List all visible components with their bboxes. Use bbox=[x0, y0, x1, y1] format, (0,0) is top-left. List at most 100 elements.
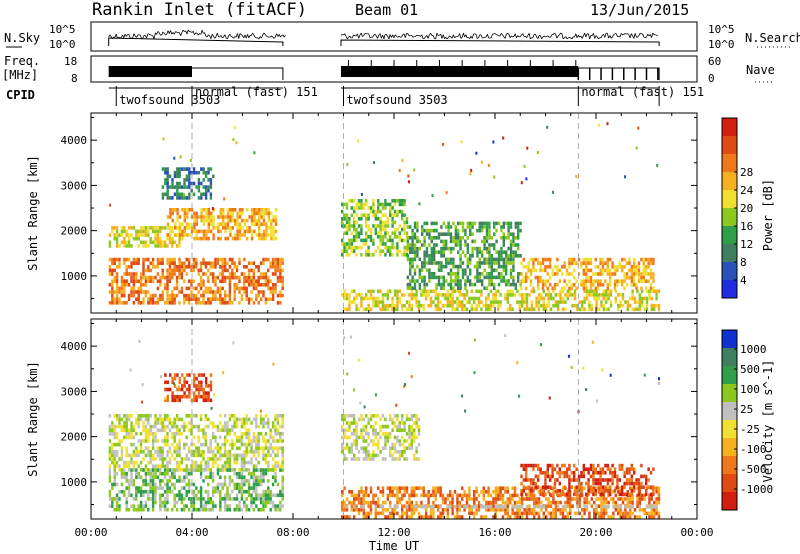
power-cell bbox=[488, 275, 491, 280]
power-cell bbox=[180, 286, 184, 291]
velocity-cell bbox=[183, 446, 186, 450]
power-cell bbox=[267, 208, 270, 212]
power-speckle bbox=[232, 138, 235, 142]
nsky-segment bbox=[631, 33, 633, 37]
power-cell bbox=[252, 301, 256, 305]
velocity-cell bbox=[166, 479, 169, 483]
power-cell bbox=[451, 293, 454, 297]
power-cell bbox=[454, 279, 457, 283]
power-cell bbox=[559, 296, 562, 301]
power-cell bbox=[386, 202, 389, 207]
power-cell bbox=[197, 181, 201, 186]
velocity-cell bbox=[180, 486, 184, 490]
power-cell bbox=[512, 261, 515, 265]
velocity-cell bbox=[497, 493, 500, 498]
velocity-cell bbox=[180, 432, 184, 436]
power-cell bbox=[267, 283, 270, 287]
power-cell bbox=[276, 268, 280, 273]
power-cell bbox=[353, 249, 356, 253]
power-cell bbox=[629, 296, 632, 301]
velocity-cell bbox=[113, 428, 116, 432]
velocity-cell bbox=[176, 387, 179, 392]
freq-line bbox=[192, 67, 284, 80]
nsky-segment bbox=[266, 35, 268, 38]
power-cell bbox=[429, 300, 433, 304]
power-cell bbox=[209, 290, 212, 294]
power-cell bbox=[178, 272, 181, 276]
power-cell bbox=[180, 265, 184, 269]
power-cell bbox=[444, 296, 447, 301]
power-cell bbox=[594, 272, 597, 276]
velocity-cell bbox=[142, 504, 145, 508]
velocity-cell bbox=[415, 508, 418, 512]
power-cell bbox=[527, 275, 530, 280]
power-cell bbox=[377, 199, 380, 203]
power-cell bbox=[186, 222, 189, 226]
power-cell bbox=[384, 220, 387, 225]
power-cell bbox=[469, 272, 472, 276]
velocity-cell bbox=[276, 482, 280, 487]
power-cell bbox=[190, 297, 193, 301]
velocity-cell bbox=[461, 497, 464, 501]
velocity-cell bbox=[238, 486, 241, 490]
velocity-cell bbox=[238, 468, 241, 472]
power-cell bbox=[374, 209, 377, 214]
velocity-cell bbox=[183, 391, 186, 395]
power-cell bbox=[115, 229, 119, 234]
velocity-cell bbox=[190, 468, 193, 472]
power-cell bbox=[483, 286, 486, 290]
power-cell bbox=[570, 272, 573, 276]
power-cell bbox=[476, 268, 479, 272]
power-cell bbox=[247, 279, 251, 283]
power-cell bbox=[505, 236, 508, 240]
power-cell bbox=[617, 293, 620, 297]
power-cell bbox=[512, 243, 515, 247]
power-cell bbox=[130, 279, 133, 283]
power-cell bbox=[512, 282, 515, 287]
power-cell bbox=[502, 239, 505, 244]
velocity-cell bbox=[403, 421, 406, 425]
power-cell bbox=[188, 192, 191, 197]
velocity-cell bbox=[489, 493, 493, 498]
power-cell bbox=[154, 240, 157, 245]
velocity-cell bbox=[149, 475, 152, 480]
power-cell bbox=[529, 257, 533, 262]
nsky-segment bbox=[588, 33, 591, 40]
nsky-segment bbox=[639, 32, 642, 35]
velocity-cell bbox=[281, 475, 284, 480]
velocity-cell bbox=[427, 504, 430, 508]
velocity-cell bbox=[434, 486, 437, 490]
velocity-cell bbox=[151, 507, 155, 512]
power-cell bbox=[229, 233, 232, 237]
velocity-cell bbox=[439, 486, 442, 490]
power-cell bbox=[357, 199, 361, 203]
power-cell bbox=[381, 227, 385, 232]
power-cell bbox=[447, 282, 450, 287]
velocity-cell bbox=[408, 442, 411, 447]
power-cell bbox=[267, 268, 270, 273]
power-cell bbox=[476, 246, 479, 251]
nsky-segment bbox=[435, 33, 438, 39]
power-cell bbox=[592, 283, 595, 287]
power-cell bbox=[457, 286, 460, 290]
power-cell bbox=[433, 254, 436, 258]
power-cell bbox=[130, 286, 133, 291]
power-cell bbox=[207, 188, 210, 193]
power-cell bbox=[144, 293, 148, 298]
power-cell bbox=[546, 286, 549, 291]
power-cell bbox=[534, 275, 537, 280]
velocity-cell bbox=[125, 497, 128, 501]
power-cell bbox=[115, 283, 119, 287]
velocity-cell bbox=[259, 414, 263, 418]
velocity-cell bbox=[228, 479, 232, 483]
velocity-cell bbox=[247, 479, 251, 483]
power-cell bbox=[613, 279, 617, 283]
velocity-cell bbox=[120, 439, 124, 443]
velocity-cell bbox=[267, 500, 270, 505]
velocity-cell bbox=[168, 460, 172, 465]
velocity-cell bbox=[398, 515, 401, 519]
velocity-cell bbox=[420, 515, 423, 519]
power-cell bbox=[245, 279, 248, 283]
power-cell bbox=[212, 233, 215, 237]
power-cell bbox=[262, 283, 265, 287]
